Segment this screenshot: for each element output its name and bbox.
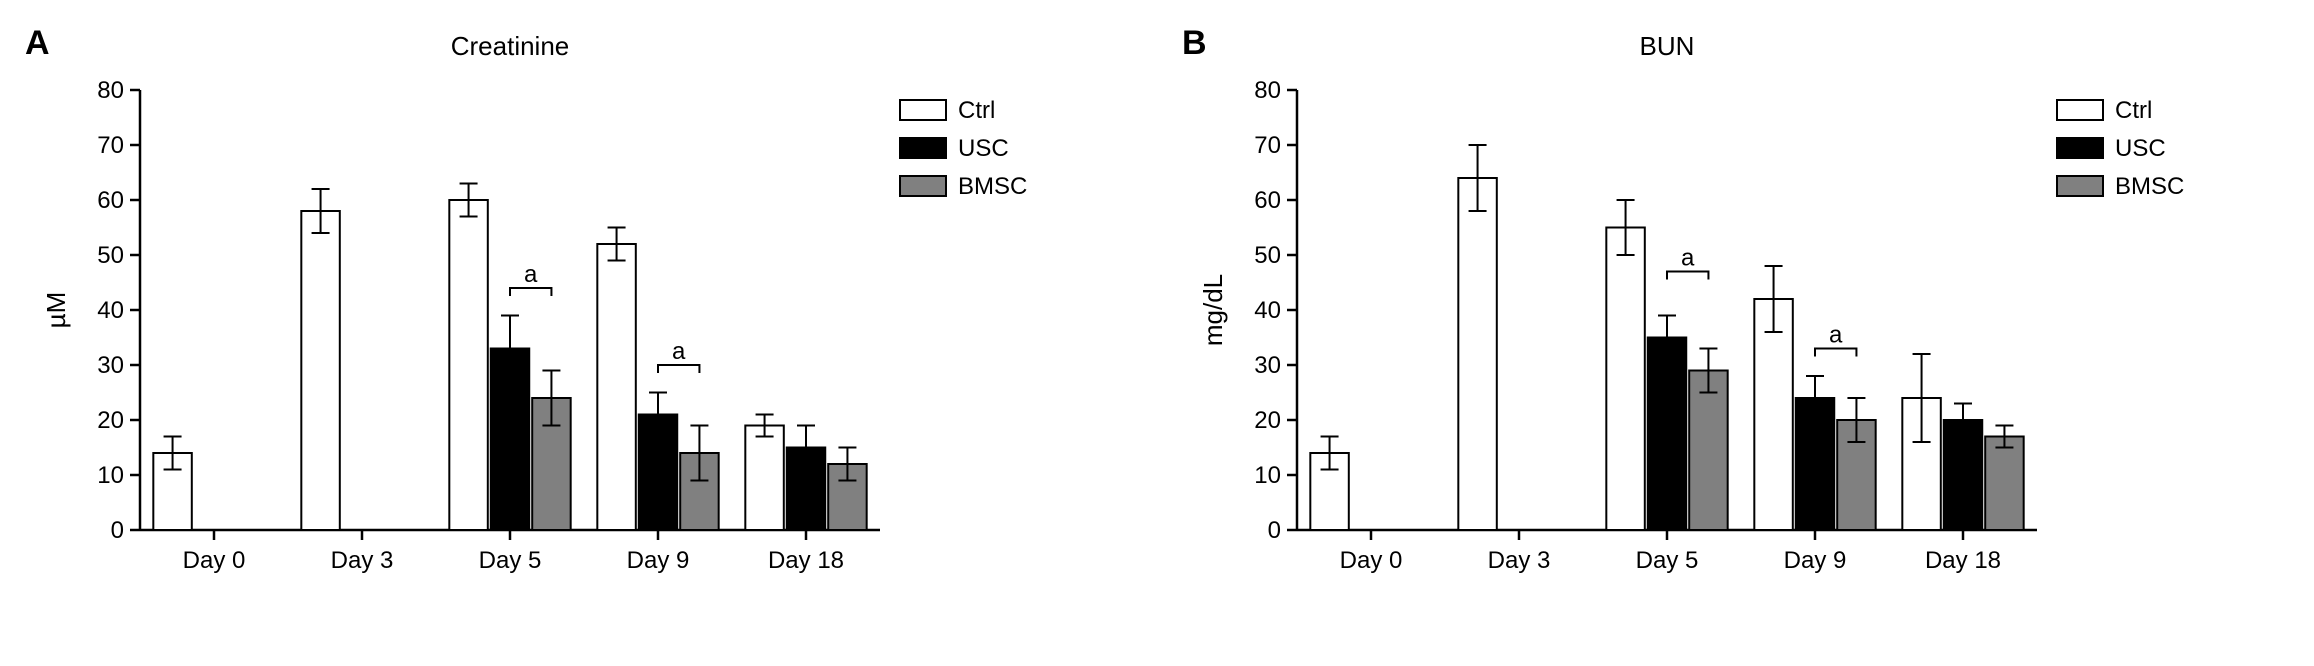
bar bbox=[1606, 228, 1644, 531]
x-tick-label: Day 18 bbox=[1925, 547, 2001, 574]
y-axis-label: µM bbox=[41, 292, 71, 329]
legend-label: Ctrl bbox=[958, 97, 995, 124]
bar bbox=[449, 200, 487, 530]
panel-a: A Creatinine 0 10 20 30 40 50 60 70 80 µM Day 0 Day 3… bbox=[20, 20, 1137, 646]
x-tick-label: Day 18 bbox=[768, 547, 844, 574]
y-tick-label: 10 bbox=[97, 462, 124, 489]
y-tick-label: 80 bbox=[97, 77, 124, 104]
legend-swatch bbox=[900, 100, 946, 120]
x-tick-label: Day 3 bbox=[1488, 547, 1551, 574]
bar bbox=[1985, 437, 2023, 531]
chart-title: BUN bbox=[1640, 31, 1695, 61]
sig-bracket bbox=[658, 365, 699, 373]
sig-label: a bbox=[1681, 245, 1695, 272]
sig-label: a bbox=[1829, 322, 1843, 349]
x-tick-label: Day 5 bbox=[1636, 547, 1699, 574]
y-tick-label: 0 bbox=[1268, 517, 1281, 544]
legend-swatch bbox=[2057, 176, 2103, 196]
y-tick-label: 0 bbox=[111, 517, 124, 544]
x-tick-label: Day 5 bbox=[479, 547, 542, 574]
y-tick-label: 20 bbox=[97, 407, 124, 434]
legend-label: USC bbox=[958, 135, 1009, 162]
y-tick-label: 10 bbox=[1254, 462, 1281, 489]
legend-label: Ctrl bbox=[2115, 97, 2152, 124]
y-tick-label: 60 bbox=[1254, 187, 1281, 214]
x-tick-label: Day 9 bbox=[627, 547, 690, 574]
chart-title: Creatinine bbox=[451, 31, 570, 61]
y-tick-label: 20 bbox=[1254, 407, 1281, 434]
bar bbox=[1689, 371, 1727, 531]
sig-label: a bbox=[524, 261, 538, 288]
x-tick-label: Day 3 bbox=[331, 547, 394, 574]
sig-bracket bbox=[1667, 272, 1708, 280]
y-tick-label: 30 bbox=[97, 352, 124, 379]
sig-bracket bbox=[1815, 349, 1856, 357]
bar bbox=[1754, 299, 1792, 530]
bar bbox=[1458, 178, 1496, 530]
y-tick-label: 30 bbox=[1254, 352, 1281, 379]
sig-bracket bbox=[510, 288, 551, 296]
sig-label: a bbox=[672, 338, 686, 365]
panel-letter: B bbox=[1182, 24, 1207, 62]
legend-label: USC bbox=[2115, 135, 2166, 162]
legend-swatch bbox=[900, 176, 946, 196]
y-tick-label: 40 bbox=[1254, 297, 1281, 324]
panel-letter: A bbox=[25, 24, 50, 62]
x-tick-label: Day 0 bbox=[183, 547, 246, 574]
x-tick-label: Day 9 bbox=[1784, 547, 1847, 574]
y-tick-label: 60 bbox=[97, 187, 124, 214]
legend-label: BMSC bbox=[958, 173, 1027, 200]
bar bbox=[301, 211, 339, 530]
y-tick-label: 80 bbox=[1254, 77, 1281, 104]
y-tick-label: 70 bbox=[97, 132, 124, 159]
y-tick-label: 40 bbox=[97, 297, 124, 324]
x-tick-label: Day 0 bbox=[1340, 547, 1403, 574]
legend-swatch bbox=[900, 138, 946, 158]
y-tick-label: 50 bbox=[97, 242, 124, 269]
bar bbox=[745, 426, 783, 531]
legend-label: BMSC bbox=[2115, 173, 2184, 200]
panel-b: B BUN 0 10 20 30 40 50 60 70 80 mg/dL Day 0 Day 3 Day … bbox=[1177, 20, 2294, 646]
legend-swatch bbox=[2057, 138, 2103, 158]
y-tick-label: 50 bbox=[1254, 242, 1281, 269]
bar bbox=[597, 244, 635, 530]
y-tick-label: 70 bbox=[1254, 132, 1281, 159]
y-axis-label: mg/dL bbox=[1198, 274, 1228, 346]
bar bbox=[1648, 338, 1686, 531]
legend-swatch bbox=[2057, 100, 2103, 120]
figure-root: A Creatinine 0 10 20 30 40 50 60 70 80 µM Day 0 Day 3… bbox=[0, 0, 2314, 666]
